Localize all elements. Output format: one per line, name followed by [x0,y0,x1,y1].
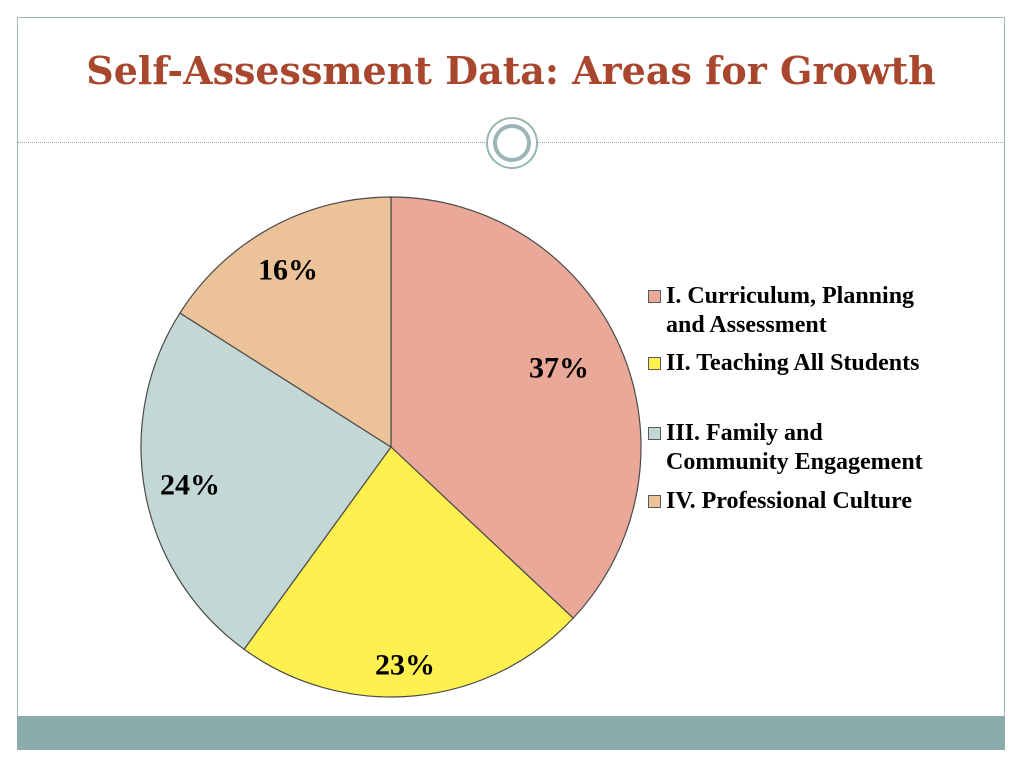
legend-label-family: III. Family and Community Engagement [666,419,1011,477]
data-label-teaching: 23% [375,649,435,682]
legend-item-family: III. Family and Community Engagement [648,419,1011,477]
pie-slice-professional [179,196,392,449]
legend-swatch-curriculum [648,290,661,303]
title-divider-left [17,142,487,143]
legend-item-curriculum: I. Curriculum, Planning and Assessment [648,282,1011,340]
footer-band [17,716,1005,750]
circle-ornament-inner [493,124,531,162]
pie-slice-family [140,312,392,651]
slide-title: Self-Assessment Data: Areas for Growth [86,48,936,93]
legend-label-family-line1: III. Family and [666,420,823,446]
pie-slice-curriculum [390,196,642,619]
legend-label-curriculum-line1: I. Curriculum, Planning [666,283,915,309]
circle-ornament-icon [486,117,538,169]
legend-label-professional: IV. Professional Culture [666,488,913,514]
pie-slice-teaching [243,446,575,698]
data-label-curriculum: 37% [529,352,589,385]
legend-label-teaching: II. Teaching All Students [666,350,920,376]
data-label-professional: 16% [258,254,318,287]
legend-label-curriculum-line2: and Assessment [666,312,827,338]
title-divider-right [537,142,1005,143]
data-label-family: 24% [160,469,220,502]
legend-swatch-family [648,427,661,440]
legend-item-professional: IV. Professional Culture [648,487,1011,516]
legend-item-teaching: II. Teaching All Students [648,349,1011,378]
legend-label-family-line2: Community Engagement [666,449,923,475]
legend-swatch-professional [648,495,661,508]
legend-label-curriculum: I. Curriculum, Planning and Assessment [666,282,1011,340]
legend-swatch-teaching [648,357,661,370]
